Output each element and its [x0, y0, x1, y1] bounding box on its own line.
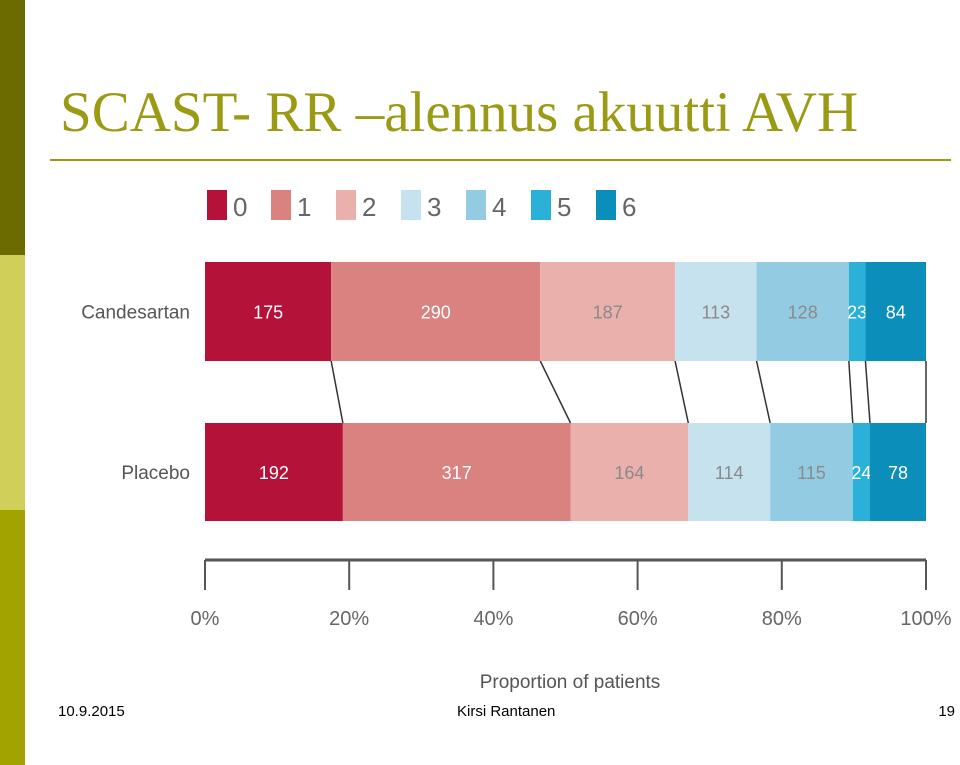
- side-bar-top: [0, 0, 25, 255]
- legend-swatch-4: [466, 190, 486, 220]
- bar-segment-placebo-2: [570, 423, 689, 521]
- legend-label-4: 4: [492, 192, 506, 222]
- data-label-candesartan-0: 175: [253, 303, 283, 323]
- bar-segments: 175 290 187 113 128 23 84 192 317 164 114 115 24 78: [205, 262, 926, 521]
- x-tick-label-0: 0%: [191, 608, 220, 630]
- legend-label-2: 2: [362, 192, 376, 222]
- legend-label-1: 1: [297, 192, 311, 222]
- footer-date: 10.9.2015: [58, 703, 125, 720]
- data-label-placebo-3: 114: [715, 463, 744, 483]
- bar-segment-candesartan-1: [331, 262, 541, 361]
- bar-segment-placebo-1: [342, 423, 571, 521]
- connector-line-4: [848, 360, 854, 424]
- data-label-candesartan-1: 290: [421, 303, 451, 323]
- connector-line-5: [864, 360, 871, 424]
- x-tick-label-4: 80%: [762, 608, 802, 630]
- x-tick-label-5: 100%: [900, 608, 951, 630]
- connector-line-2: [674, 360, 690, 424]
- x-tick-label-3: 60%: [618, 608, 658, 630]
- data-label-placebo-4: 115: [797, 463, 826, 483]
- legend-label-5: 5: [557, 192, 571, 222]
- data-label-candesartan-4: 128: [788, 303, 818, 323]
- side-bar-middle: [0, 255, 25, 510]
- legend-swatch-1: [271, 190, 291, 220]
- bar-segment-placebo-3: [688, 423, 771, 521]
- legend-swatch-0: [207, 190, 227, 220]
- x-axis-label: Proportion of patients: [480, 672, 661, 693]
- data-label-candesartan-3: 113: [701, 303, 730, 323]
- data-label-candesartan-6: 84: [886, 303, 906, 323]
- category-labels: Candesartan Placebo: [81, 303, 190, 485]
- title-underline: [50, 159, 951, 161]
- data-label-placebo-1: 317: [442, 463, 472, 483]
- legend-label-3: 3: [427, 192, 441, 222]
- bar-segment-candesartan-4: [756, 262, 849, 361]
- slide-title: SCAST- RR –alennus akuutti AVH: [60, 81, 859, 144]
- connector-line-3: [755, 360, 771, 424]
- bar-segment-candesartan-6: [865, 262, 926, 361]
- page-number: 19: [938, 703, 955, 720]
- bar-segment-placebo-6: [869, 423, 926, 521]
- side-bar-bottom: [0, 510, 25, 765]
- bar-segment-placebo-4: [770, 423, 853, 521]
- x-tick-label-1: 20%: [329, 608, 369, 630]
- data-label-placebo-5: 24: [851, 463, 871, 483]
- bar-segment-candesartan-2: [540, 262, 676, 361]
- bar-segment-placebo-0: [205, 423, 343, 521]
- chart-legend: 0 1 2 3 4 5 6: [207, 190, 636, 222]
- legend-swatch-3: [401, 190, 421, 220]
- legend-label-6: 6: [622, 192, 636, 222]
- data-label-placebo-2: 164: [614, 463, 644, 483]
- data-label-placebo-6: 78: [888, 463, 908, 483]
- x-tick-label-2: 40%: [473, 608, 513, 630]
- category-label-placebo: Placebo: [121, 463, 190, 484]
- data-label-placebo-0: 192: [259, 463, 289, 483]
- data-label-candesartan-2: 187: [593, 303, 623, 323]
- bar-segment-candesartan-0: [205, 262, 332, 361]
- legend-label-0: 0: [233, 192, 247, 222]
- legend-swatch-5: [531, 190, 551, 220]
- connector-line-0: [330, 360, 344, 424]
- bar-segment-candesartan-3: [675, 262, 757, 361]
- legend-swatch-6: [596, 190, 616, 220]
- legend-swatch-2: [336, 190, 356, 220]
- footer-author: Kirsi Rantanen: [457, 703, 556, 720]
- category-label-candesartan: Candesartan: [81, 303, 190, 324]
- connector-line-1: [539, 360, 572, 424]
- bar-segment-placebo-5: [852, 423, 870, 521]
- data-label-candesartan-5: 23: [847, 303, 867, 323]
- x-axis: 0% 20% 40% 60% 80% 100%: [191, 558, 952, 630]
- connector-lines: [330, 360, 927, 424]
- bar-segment-candesartan-5: [848, 262, 866, 361]
